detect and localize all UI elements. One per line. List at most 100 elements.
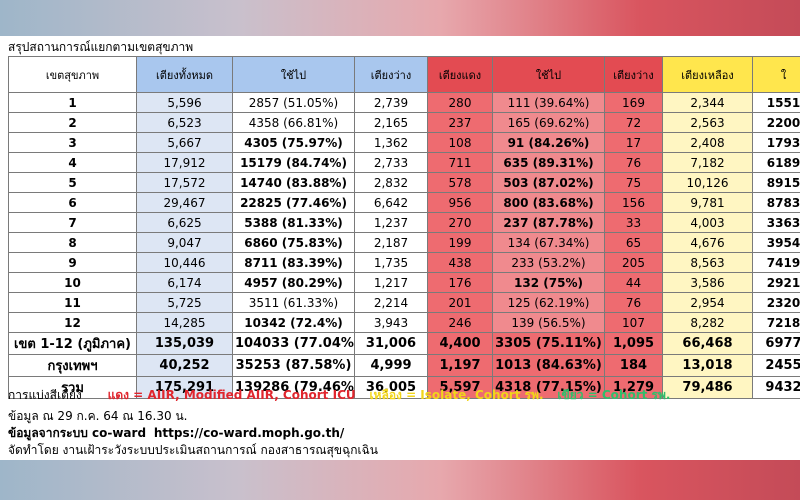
cell-red: 108: [427, 132, 493, 153]
cell-zone: รวม: [8, 376, 137, 399]
cell-used: 5388 (81.33%): [232, 212, 355, 233]
cell-yellow-used: 7218: [752, 312, 800, 333]
legend-green: เขียว = Cohort รพ.: [557, 388, 671, 402]
cell-free: 1,362: [354, 132, 428, 153]
cell-red-free: 65: [604, 232, 663, 253]
header-total: เตียงทั้งหมด: [136, 56, 233, 93]
cell-yellow: 9,781: [662, 192, 753, 213]
cell-red: 201: [427, 292, 493, 313]
header-used: ใช้ไป: [232, 56, 355, 93]
table-row: 2 6,523 4358 (66.81%) 2,165 237 165 (69.62%) 7…: [8, 112, 800, 133]
cell-red-used: 233 (53.2%): [492, 252, 605, 273]
table-row: 1 5,596 2857 (51.05%) 2,739 280 111 (39.64%) 1…: [8, 92, 800, 113]
cell-red: 4,400: [427, 332, 493, 355]
legend-label: การแบ่งสีเตียง: [8, 388, 82, 402]
cell-red-free: 44: [604, 272, 663, 293]
cell-total: 6,174: [136, 272, 233, 293]
cell-red: 199: [427, 232, 493, 253]
legend: การแบ่งสีเตียง แดง = AIIR, Modified AIIR…: [8, 386, 670, 405]
cell-yellow-used: 3954: [752, 232, 800, 253]
cell-yellow-used: 9432: [752, 376, 800, 399]
cell-yellow: 13,018: [662, 354, 753, 377]
header-red: เตียงแดง: [427, 56, 493, 93]
cell-yellow: 7,182: [662, 152, 753, 173]
cell-red: 5,597: [427, 376, 493, 399]
table-row: 4 17,912 15179 (84.74%) 2,733 711 635 (89.31%…: [8, 152, 800, 173]
table-row: 10 6,174 4957 (80.29%) 1,217 176 132 (75%) 44 3…: [8, 272, 800, 293]
cell-zone: 8: [8, 232, 137, 253]
cell-total: 14,285: [136, 312, 233, 333]
cell-red-free: 184: [604, 354, 663, 377]
cell-yellow: 10,126: [662, 172, 753, 193]
cell-red-used: 800 (83.68%): [492, 192, 605, 213]
cell-total: 175,291: [136, 376, 233, 399]
cell-free: 4,999: [354, 354, 428, 377]
cell-red-used: 503 (87.02%): [492, 172, 605, 193]
cell-total: 5,725: [136, 292, 233, 313]
cell-free: 31,006: [354, 332, 428, 355]
cell-red: 1,197: [427, 354, 493, 377]
cell-red: 280: [427, 92, 493, 113]
cell-yellow: 79,486: [662, 376, 753, 399]
cell-free: 2,739: [354, 92, 428, 113]
cell-yellow-used: 8915: [752, 172, 800, 193]
cell-yellow-used: 2921: [752, 272, 800, 293]
cell-used: 15179 (84.74%): [232, 152, 355, 173]
cell-zone: กรุงเทพฯ: [8, 354, 137, 377]
cell-used: 6860 (75.83%): [232, 232, 355, 253]
cell-free: 36,005: [354, 376, 428, 399]
cell-red-free: 156: [604, 192, 663, 213]
cell-red-free: 75: [604, 172, 663, 193]
header-yellow-used: ใ: [752, 56, 800, 93]
cell-red-used: 1013 (84.63%): [492, 354, 605, 377]
cell-used: 22825 (77.46%): [232, 192, 355, 213]
note-date: ข้อมูล ณ 29 ก.ค. 64 ณ 16.30 น.: [8, 409, 188, 423]
cell-free: 2,733: [354, 152, 428, 173]
cell-zone: 10: [8, 272, 137, 293]
cell-total: 135,039: [136, 332, 233, 355]
cell-red-free: 205: [604, 252, 663, 273]
cell-red-used: 237 (87.78%): [492, 212, 605, 233]
cell-yellow-used: 3363: [752, 212, 800, 233]
cell-yellow: 4,003: [662, 212, 753, 233]
cell-yellow: 2,954: [662, 292, 753, 313]
cell-yellow-used: 7419: [752, 252, 800, 273]
cell-free: 2,214: [354, 292, 428, 313]
cell-zone: 1: [8, 92, 137, 113]
cell-free: 1,237: [354, 212, 428, 233]
cell-yellow-used: 2455: [752, 354, 800, 377]
bed-table: เขตสุขภาพ เตียงทั้งหมด ใช้ไป เตียงว่าง เ…: [8, 56, 800, 399]
cell-used: 4358 (66.81%): [232, 112, 355, 133]
cell-yellow: 66,468: [662, 332, 753, 355]
table-row: กรุงเทพฯ 40,252 35253 (87.58%) 4,999 1,197 10…: [8, 354, 800, 377]
header-free: เตียงว่าง: [354, 56, 428, 93]
cell-red-free: 1,279: [604, 376, 663, 399]
bed-status-sheet: สรุปสถานการณ์แยกตามเขตสุขภาพ เขตสุขภาพ เ…: [0, 36, 800, 460]
cell-red-free: 17: [604, 132, 663, 153]
cell-total: 17,572: [136, 172, 233, 193]
cell-used: 4957 (80.29%): [232, 272, 355, 293]
cell-red-used: 125 (62.19%): [492, 292, 605, 313]
cell-total: 10,446: [136, 252, 233, 273]
table-row: 11 5,725 3511 (61.33%) 2,214 201 125 (62.19%)…: [8, 292, 800, 313]
notes: ข้อมูล ณ 29 ก.ค. 64 ณ 16.30 น. ข้อมูลจาก…: [8, 408, 378, 459]
cell-yellow-used: 6977: [752, 332, 800, 355]
cell-free: 1,735: [354, 252, 428, 273]
cell-yellow: 3,586: [662, 272, 753, 293]
cell-zone: 2: [8, 112, 137, 133]
cell-free: 2,187: [354, 232, 428, 253]
table-row: รวม 175,291 139286 (79.46%) 36,005 5,597 4318…: [8, 376, 800, 399]
cell-yellow: 8,282: [662, 312, 753, 333]
cell-free: 6,642: [354, 192, 428, 213]
cell-zone: 5: [8, 172, 137, 193]
cell-yellow-used: 1793: [752, 132, 800, 153]
cell-total: 6,625: [136, 212, 233, 233]
cell-total: 9,047: [136, 232, 233, 253]
cell-yellow: 2,408: [662, 132, 753, 153]
cell-yellow: 4,676: [662, 232, 753, 253]
cell-red: 246: [427, 312, 493, 333]
note-source-url[interactable]: https://co-ward.moph.go.th/: [153, 426, 345, 440]
cell-red-used: 3305 (75.11%): [492, 332, 605, 355]
cell-red-free: 33: [604, 212, 663, 233]
cell-total: 17,912: [136, 152, 233, 173]
